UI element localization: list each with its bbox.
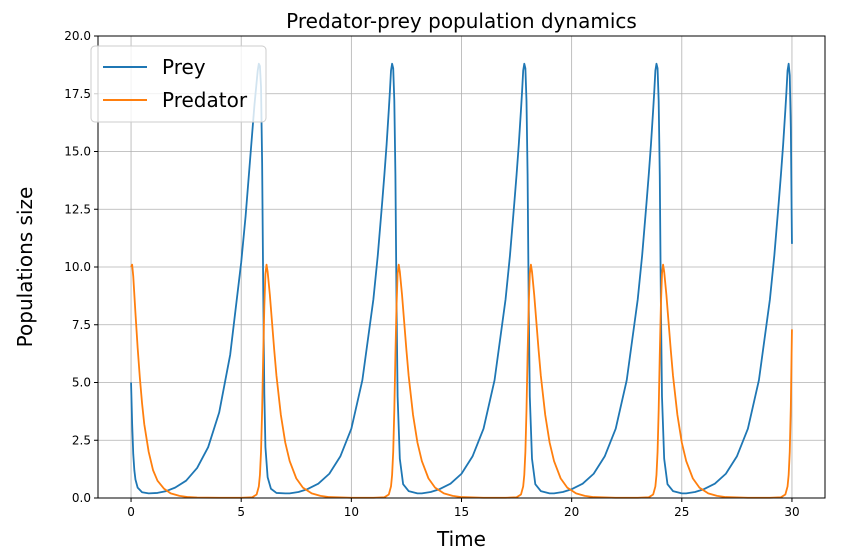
x-tick-label: 20 bbox=[564, 505, 579, 519]
series-line-predator bbox=[130, 263, 793, 499]
y-tick-label: 2.5 bbox=[72, 433, 91, 447]
x-tick-label: 30 bbox=[784, 505, 799, 519]
y-axis-ticks: 0.0 2.5 5.0 7.5 10.0 12.5 15.0 17.5 20.0 bbox=[64, 29, 98, 505]
y-tick-label: 0.0 bbox=[72, 491, 91, 505]
x-axis-ticks: 0 5 10 15 20 25 30 bbox=[127, 498, 800, 519]
y-axis-title: Populations size bbox=[13, 187, 37, 348]
legend-label-predator: Predator bbox=[162, 88, 248, 112]
chart-title: Predator-prey population dynamics bbox=[286, 9, 637, 33]
x-tick-label: 25 bbox=[674, 505, 689, 519]
y-tick-label: 10.0 bbox=[64, 260, 91, 274]
x-axis-title: Time bbox=[436, 527, 486, 551]
y-tick-label: 20.0 bbox=[64, 29, 91, 43]
y-tick-label: 5.0 bbox=[72, 376, 91, 390]
y-tick-label: 17.5 bbox=[64, 87, 91, 101]
y-tick-label: 7.5 bbox=[72, 318, 91, 332]
x-tick-label: 5 bbox=[237, 505, 245, 519]
legend-label-prey: Prey bbox=[162, 55, 206, 79]
x-tick-label: 10 bbox=[344, 505, 359, 519]
x-tick-label: 15 bbox=[454, 505, 469, 519]
y-tick-label: 12.5 bbox=[64, 202, 91, 216]
y-tick-label: 15.0 bbox=[64, 145, 91, 159]
legend: Prey Predator bbox=[90, 45, 267, 123]
x-tick-label: 0 bbox=[127, 505, 135, 519]
legend-box bbox=[90, 45, 267, 123]
